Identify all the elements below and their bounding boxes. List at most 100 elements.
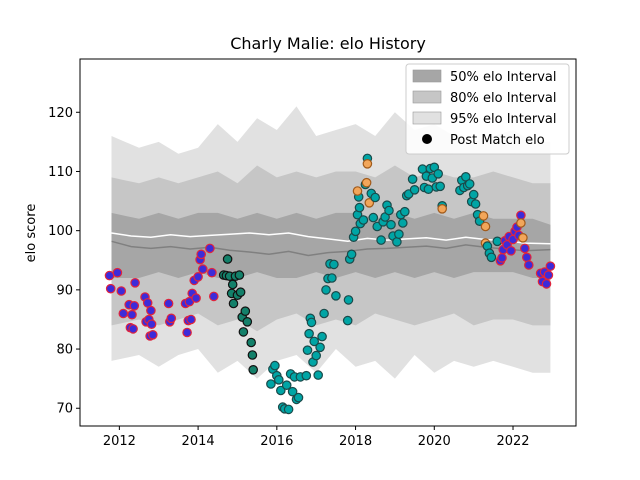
data-point [317,331,327,342]
data-point [105,283,116,294]
data-point [521,252,532,263]
data-point [309,336,319,347]
x-tick-label: 2020 [418,434,451,449]
data-point [506,246,516,256]
data-point [304,328,314,339]
data-point [275,385,286,396]
data-point [182,327,192,338]
data-point [163,298,174,309]
data-point [321,285,331,295]
data-point [247,350,258,360]
data-point [480,221,491,232]
data-point [283,404,294,415]
data-point [293,392,304,403]
data-point [460,172,471,182]
data-point [435,181,445,192]
data-point [464,179,475,189]
data-point [287,386,298,397]
data-point [313,370,323,380]
chart-title: Charly Malie: elo History [230,34,426,53]
data-point [342,315,353,326]
y-tick-label: 80 [56,343,73,358]
data-point [541,279,552,289]
data-point [196,249,206,260]
data-point [407,174,418,184]
data-point [222,254,233,264]
x-tick-label: 2022 [496,434,529,449]
data-point [399,206,410,217]
data-point [266,379,276,389]
data-point [433,169,443,179]
data-point [306,317,317,328]
data-point [394,229,404,239]
data-point [273,374,284,385]
data-point [470,199,481,209]
data-point [346,249,357,260]
data-point [392,237,402,247]
axes: 2012 2014 2016 2018 2020 2022 70 80 90 100 110 120 [48,58,577,449]
x-tick-label: 2016 [260,434,293,449]
data-point [331,290,341,301]
x-tick-label: 2012 [103,434,136,449]
y-tick-label: 90 [56,283,73,298]
data-point [315,342,325,353]
data-point [516,218,526,228]
data-point [343,295,354,305]
data-point [112,267,123,278]
legend-label: 95% elo Interval [450,112,557,127]
data-point [118,308,129,319]
data-point [397,218,408,228]
data-point [281,380,292,390]
data-point [242,316,253,327]
data-point [146,305,156,316]
data-point [238,327,249,337]
data-point [116,286,127,296]
data-point [228,298,239,309]
mean-line [111,232,551,245]
data-point [523,260,534,270]
data-point [361,177,372,188]
band-50 [111,212,551,278]
data-point [352,186,363,196]
data-point [235,287,246,297]
data-point [376,235,386,245]
x-tick-label: 2014 [182,434,215,449]
data-point [186,314,196,325]
data-point [370,192,380,203]
data-point [409,185,420,195]
y-tick-label: 100 [48,224,73,239]
y-tick-label: 70 [56,402,73,417]
data-point [423,184,434,194]
data-point [437,204,447,214]
legend-label: Post Match elo [450,133,545,148]
data-point [270,360,280,371]
data-point [198,264,208,274]
axes-frame [79,58,577,427]
data-point [478,211,489,221]
y-axis-label: elo score [24,204,39,263]
data-point [207,267,217,278]
data-point [166,313,177,324]
data-point [302,345,313,355]
legend-label: 80% elo Interval [450,91,557,106]
data-point [248,364,258,375]
data-point [301,370,312,381]
data-point [311,350,321,361]
x-tick-label: 2018 [339,434,372,449]
data-point [319,308,329,319]
data-point [240,306,251,316]
legend-swatch [412,69,442,83]
data-point [148,329,158,340]
data-point [128,324,138,334]
legend-swatch [412,111,442,125]
legend-box [405,63,570,155]
data-point [127,309,137,320]
legend-label: 50% elo Interval [450,70,557,85]
data-point [246,337,256,348]
data-point [193,271,203,282]
legend-marker [422,134,432,144]
data-point [205,243,215,254]
data-point [486,252,497,263]
data-point [358,215,369,225]
data-point [327,273,337,283]
